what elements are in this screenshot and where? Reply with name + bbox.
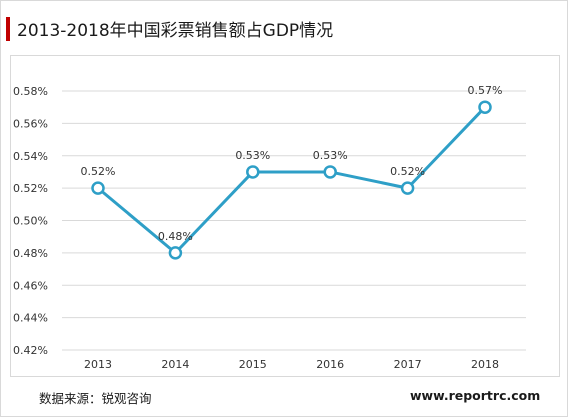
data-label: 0.57% (468, 84, 503, 97)
data-point-marker (168, 246, 183, 260)
plot-area (10, 55, 560, 377)
y-tick-label: 0.52% (13, 182, 48, 195)
y-tick-label: 0.48% (13, 247, 48, 260)
y-tick-label: 0.46% (13, 279, 48, 292)
data-label: 0.52% (81, 165, 116, 178)
x-tick-label: 2018 (471, 358, 499, 371)
data-point-marker (91, 181, 105, 195)
title-accent-bar (6, 17, 10, 41)
data-label: 0.48% (158, 230, 193, 243)
data-point-marker (246, 165, 260, 179)
y-tick-label: 0.54% (13, 150, 48, 163)
data-label: 0.53% (313, 149, 348, 162)
data-point-marker (400, 181, 415, 195)
chart-title: 2013-2018年中国彩票销售额占GDP情况 (17, 21, 334, 41)
data-point-marker (478, 100, 492, 114)
data-point-marker (323, 165, 337, 179)
y-tick-label: 0.44% (13, 312, 48, 325)
x-tick-label: 2017 (394, 358, 422, 371)
data-label: 0.52% (390, 165, 425, 178)
y-tick-label: 0.42% (13, 344, 48, 357)
y-tick-label: 0.56% (13, 117, 48, 130)
y-tick-label: 0.50% (13, 215, 48, 228)
x-tick-label: 2013 (84, 358, 112, 371)
x-tick-label: 2014 (161, 358, 189, 371)
data-label: 0.53% (235, 149, 270, 162)
x-tick-label: 2015 (239, 358, 267, 371)
website-label: www.reportrc.com (410, 388, 541, 403)
series-line (96, 105, 487, 255)
y-tick-label: 0.58% (13, 85, 48, 98)
x-tick-label: 2016 (316, 358, 344, 371)
data-source: 数据来源：锐观咨询 (39, 391, 152, 406)
